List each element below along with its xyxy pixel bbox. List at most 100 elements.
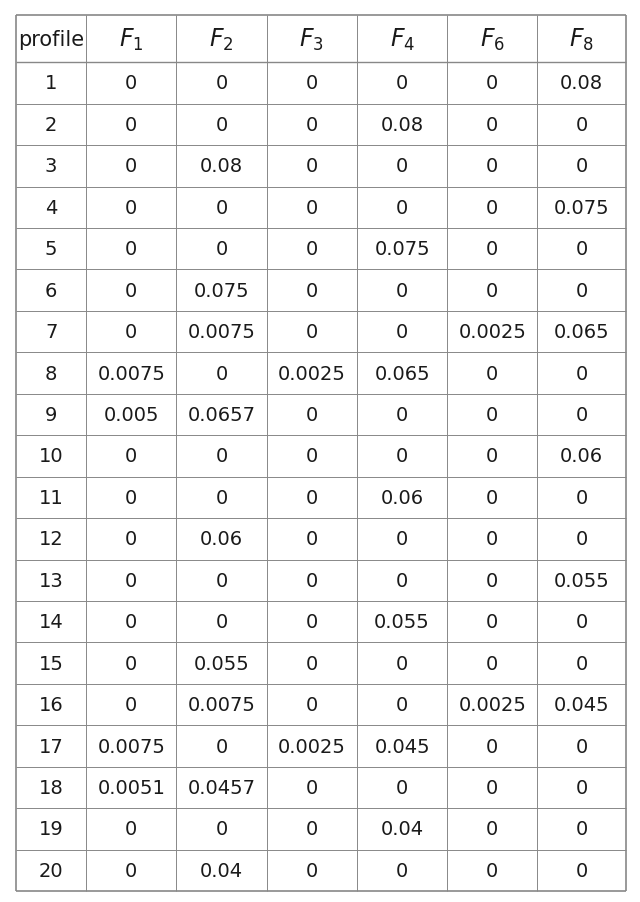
Text: 0.0075: 0.0075: [188, 695, 255, 714]
Text: 0.0025: 0.0025: [458, 323, 526, 342]
Text: 0: 0: [306, 571, 318, 590]
Text: 0: 0: [486, 820, 499, 839]
Text: 0: 0: [396, 654, 408, 673]
Text: 0: 0: [486, 406, 499, 425]
Text: 0: 0: [396, 406, 408, 425]
Text: 0: 0: [396, 695, 408, 714]
Text: 0: 0: [396, 571, 408, 590]
Text: 0: 0: [306, 861, 318, 880]
Text: 0: 0: [125, 323, 138, 342]
Text: 18: 18: [38, 778, 63, 797]
Text: 0.08: 0.08: [560, 74, 604, 93]
Text: 0.0657: 0.0657: [188, 406, 255, 425]
Text: 0: 0: [125, 820, 138, 839]
Text: 0.0025: 0.0025: [278, 737, 346, 756]
Text: 0.005: 0.005: [104, 406, 159, 425]
Text: 12: 12: [38, 529, 63, 548]
Text: 0: 0: [396, 323, 408, 342]
Text: 0: 0: [306, 323, 318, 342]
Text: 0: 0: [125, 612, 138, 631]
Text: 0: 0: [216, 447, 228, 466]
Text: 0.075: 0.075: [374, 240, 430, 259]
Text: 0: 0: [575, 737, 588, 756]
Text: 0: 0: [306, 612, 318, 631]
Text: 0.04: 0.04: [200, 861, 243, 880]
Text: 0: 0: [125, 695, 138, 714]
Text: 0: 0: [575, 778, 588, 797]
Text: 7: 7: [45, 323, 57, 342]
Text: 0: 0: [306, 157, 318, 176]
Text: 0: 0: [306, 654, 318, 673]
Text: 0.0051: 0.0051: [97, 778, 165, 797]
Text: 0: 0: [575, 364, 588, 383]
Text: 0: 0: [486, 612, 499, 631]
Text: $\mathit{F}_{1}$: $\mathit{F}_{1}$: [119, 26, 143, 53]
Text: 10: 10: [39, 447, 63, 466]
Text: 0: 0: [486, 447, 499, 466]
Text: 0: 0: [125, 861, 138, 880]
Text: 0.055: 0.055: [374, 612, 430, 631]
Text: 0: 0: [216, 198, 228, 217]
Text: 5: 5: [45, 240, 58, 259]
Text: 0: 0: [125, 198, 138, 217]
Text: 0: 0: [575, 240, 588, 259]
Text: 19: 19: [38, 820, 63, 839]
Text: 0.08: 0.08: [381, 115, 424, 134]
Text: 0.0025: 0.0025: [458, 695, 526, 714]
Text: 0.06: 0.06: [381, 488, 424, 507]
Text: 0.065: 0.065: [374, 364, 430, 383]
Text: 0: 0: [575, 529, 588, 548]
Text: 0: 0: [575, 820, 588, 839]
Text: 0: 0: [396, 281, 408, 300]
Text: 0: 0: [216, 820, 228, 839]
Text: 0: 0: [486, 654, 499, 673]
Text: 0.055: 0.055: [194, 654, 250, 673]
Text: $\mathit{F}_{8}$: $\mathit{F}_{8}$: [569, 26, 594, 53]
Text: 0: 0: [486, 364, 499, 383]
Text: 0: 0: [575, 115, 588, 134]
Text: 0: 0: [575, 281, 588, 300]
Text: 3: 3: [45, 157, 57, 176]
Text: $\mathit{F}_{2}$: $\mathit{F}_{2}$: [209, 26, 234, 53]
Text: 0: 0: [306, 281, 318, 300]
Text: 0: 0: [486, 240, 499, 259]
Text: 0: 0: [125, 488, 138, 507]
Text: $\mathit{F}_{6}$: $\mathit{F}_{6}$: [480, 26, 505, 53]
Text: 0: 0: [125, 447, 138, 466]
Text: 0: 0: [125, 74, 138, 93]
Text: 0: 0: [575, 612, 588, 631]
Text: 0.045: 0.045: [554, 695, 609, 714]
Text: 0: 0: [396, 778, 408, 797]
Text: 1: 1: [45, 74, 57, 93]
Text: 0: 0: [216, 612, 228, 631]
Text: 0: 0: [575, 157, 588, 176]
Text: 0: 0: [575, 654, 588, 673]
Text: 0: 0: [486, 778, 499, 797]
Text: 14: 14: [38, 612, 63, 631]
Text: 0: 0: [396, 861, 408, 880]
Text: 0: 0: [486, 115, 499, 134]
Text: 0: 0: [306, 820, 318, 839]
Text: 0: 0: [306, 447, 318, 466]
Text: 0: 0: [486, 281, 499, 300]
Text: 0: 0: [486, 571, 499, 590]
Text: 0.075: 0.075: [194, 281, 250, 300]
Text: 0.055: 0.055: [554, 571, 609, 590]
Text: 0: 0: [125, 240, 138, 259]
Text: 0: 0: [125, 529, 138, 548]
Text: 11: 11: [38, 488, 63, 507]
Text: 0.06: 0.06: [200, 529, 243, 548]
Text: 0.045: 0.045: [374, 737, 430, 756]
Text: 0.0025: 0.0025: [278, 364, 346, 383]
Text: 0: 0: [486, 737, 499, 756]
Text: profile: profile: [18, 30, 84, 50]
Text: 0: 0: [396, 529, 408, 548]
Text: $\mathit{F}_{4}$: $\mathit{F}_{4}$: [390, 26, 415, 53]
Text: 0: 0: [306, 406, 318, 425]
Text: 0: 0: [125, 654, 138, 673]
Text: 20: 20: [39, 861, 63, 880]
Text: 0.0457: 0.0457: [188, 778, 255, 797]
Text: 13: 13: [38, 571, 63, 590]
Text: 0: 0: [575, 406, 588, 425]
Text: 0: 0: [125, 571, 138, 590]
